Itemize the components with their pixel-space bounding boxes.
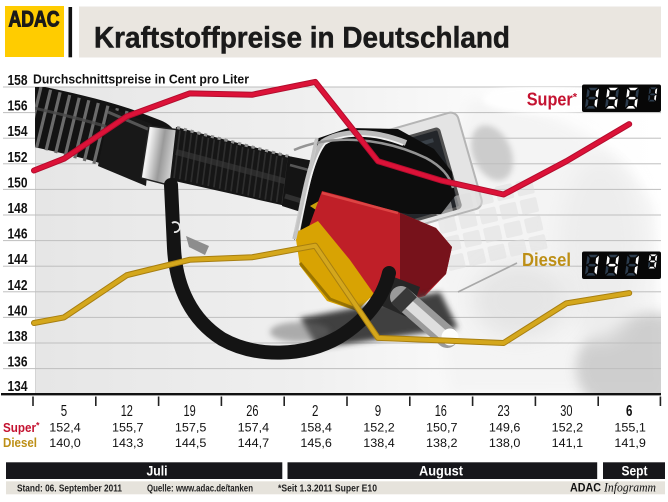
svg-text:149,6: 149,6	[489, 421, 521, 435]
svg-text:150: 150	[8, 175, 28, 191]
svg-text:145,6: 145,6	[300, 436, 332, 450]
svg-text:146: 146	[8, 227, 28, 243]
svg-text:148: 148	[8, 201, 28, 217]
svg-text:155,7: 155,7	[112, 421, 144, 435]
svg-text:138,4: 138,4	[363, 436, 395, 450]
svg-text:141,1: 141,1	[552, 436, 584, 450]
svg-text:Durchschnittspreise in Cent pr: Durchschnittspreise in Cent pro Liter	[33, 73, 249, 87]
svg-text:5: 5	[61, 403, 67, 420]
svg-text:143,3: 143,3	[112, 436, 144, 450]
svg-text:158: 158	[8, 73, 28, 89]
svg-text:12: 12	[121, 403, 133, 420]
svg-text:140: 140	[8, 303, 28, 319]
svg-text:138: 138	[8, 329, 28, 345]
svg-text:150,7: 150,7	[426, 421, 458, 435]
svg-text:152,4: 152,4	[49, 421, 81, 435]
svg-text:140,0: 140,0	[49, 436, 81, 450]
svg-text:144,5: 144,5	[175, 436, 207, 450]
svg-text:154: 154	[8, 124, 28, 140]
svg-text:Infogramm: Infogramm	[603, 480, 656, 494]
svg-text:Sept: Sept	[622, 463, 648, 478]
svg-text:152,2: 152,2	[363, 421, 395, 435]
svg-text:155,1: 155,1	[614, 421, 646, 435]
svg-text:30: 30	[560, 403, 572, 420]
svg-text:Super*: Super*	[527, 89, 578, 110]
svg-text:Diesel: Diesel	[3, 435, 37, 450]
svg-text:138,0: 138,0	[489, 436, 521, 450]
svg-text:158,4: 158,4	[300, 421, 332, 435]
svg-text:Juli: Juli	[147, 463, 168, 478]
svg-text:Stand: 06. September 2011: Stand: 06. September 2011	[17, 483, 122, 494]
svg-text:Quelle: www.adac.de/tanken: Quelle: www.adac.de/tanken	[147, 483, 253, 494]
svg-text:144: 144	[8, 252, 28, 268]
svg-text:157,5: 157,5	[175, 421, 207, 435]
svg-text:157,4: 157,4	[238, 421, 270, 435]
svg-text:ADAC: ADAC	[570, 482, 601, 494]
svg-text:156: 156	[8, 99, 28, 115]
svg-text:6: 6	[626, 403, 632, 420]
svg-text:9: 9	[375, 403, 381, 420]
svg-text:August: August	[419, 463, 463, 478]
svg-text:142: 142	[8, 278, 28, 294]
svg-text:Kraftstoffpreise in Deutschlan: Kraftstoffpreise in Deutschland	[94, 22, 510, 55]
svg-text:136: 136	[8, 355, 28, 371]
svg-text:Diesel: Diesel	[522, 249, 571, 270]
svg-text:2: 2	[312, 403, 318, 420]
svg-text:Super*: Super*	[3, 420, 40, 435]
svg-text:23: 23	[498, 403, 510, 420]
svg-text:26: 26	[246, 403, 258, 420]
svg-text:*Seit 1.3.2011 Super E10: *Seit 1.3.2011 Super E10	[278, 483, 377, 494]
svg-text:16: 16	[435, 403, 447, 420]
svg-text:152: 152	[8, 150, 28, 166]
svg-text:152,2: 152,2	[552, 421, 584, 435]
svg-text:144,7: 144,7	[238, 436, 270, 450]
svg-text:19: 19	[184, 403, 196, 420]
svg-text:134: 134	[8, 379, 28, 395]
svg-text:141,9: 141,9	[614, 436, 646, 450]
svg-text:ADAC: ADAC	[9, 7, 60, 32]
svg-text:138,2: 138,2	[426, 436, 458, 450]
